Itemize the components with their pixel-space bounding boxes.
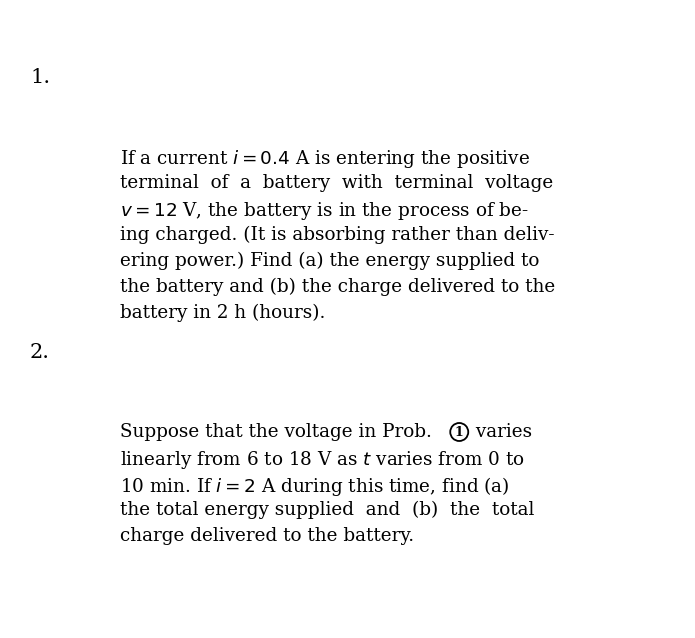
Text: 2.: 2. <box>30 343 50 362</box>
Text: $v = 12$ V, the battery is in the process of be-: $v = 12$ V, the battery is in the proces… <box>120 200 529 222</box>
Text: 10 min. If $i = 2$ A during this time, find (a): 10 min. If $i = 2$ A during this time, f… <box>120 475 509 498</box>
Text: the total energy supplied  and  (b)  the  total: the total energy supplied and (b) the to… <box>120 501 534 519</box>
Text: ing charged. (It is absorbing rather than deliv-: ing charged. (It is absorbing rather tha… <box>120 226 555 244</box>
Text: If a current $i = 0.4$ A is entering the positive: If a current $i = 0.4$ A is entering the… <box>120 148 530 170</box>
Text: charge delivered to the battery.: charge delivered to the battery. <box>120 527 414 545</box>
Text: ering power.) Find (a) the energy supplied to: ering power.) Find (a) the energy suppli… <box>120 252 539 271</box>
Text: varies: varies <box>471 423 532 441</box>
Text: the battery and (b) the charge delivered to the: the battery and (b) the charge delivered… <box>120 278 555 296</box>
Text: Suppose that the voltage in Prob.: Suppose that the voltage in Prob. <box>120 423 450 441</box>
Text: battery in 2 h (hours).: battery in 2 h (hours). <box>120 304 325 322</box>
Text: terminal  of  a  battery  with  terminal  voltage: terminal of a battery with terminal volt… <box>120 174 553 192</box>
Text: 1: 1 <box>455 426 464 438</box>
Text: linearly from 6 to 18 V as $t$ varies from 0 to: linearly from 6 to 18 V as $t$ varies fr… <box>120 449 525 471</box>
Text: 1.: 1. <box>30 68 50 87</box>
